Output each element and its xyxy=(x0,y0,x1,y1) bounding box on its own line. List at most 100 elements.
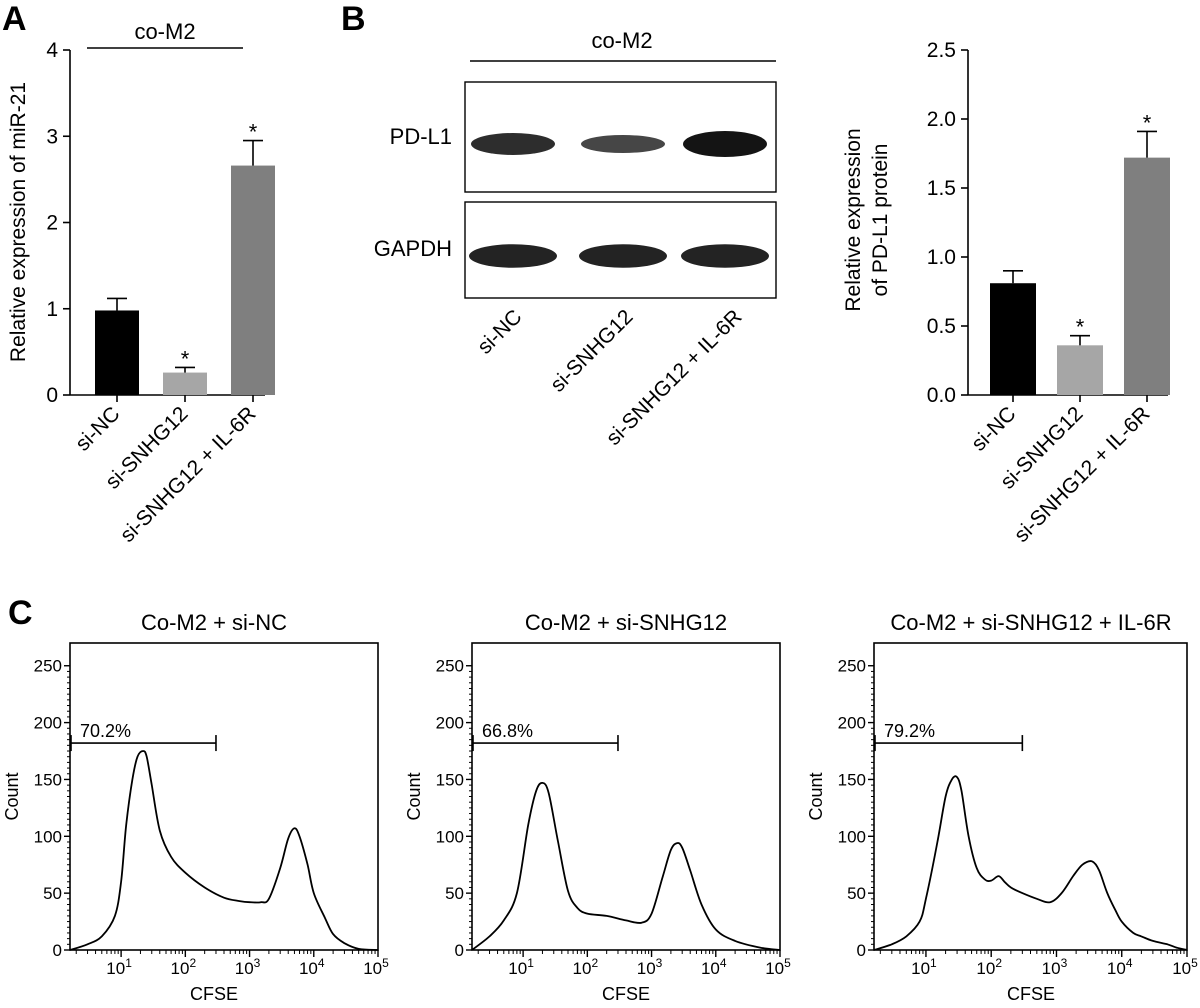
x-tick-label: 101 xyxy=(911,956,937,978)
histogram-title: Co-M2 + si-SNHG12 + IL-6R xyxy=(890,610,1171,635)
histogram-3: Co-M2 + si-SNHG12 + IL-6R 0 50 100 150 200 250… xyxy=(806,610,1198,1004)
x-axis-label: CFSE xyxy=(1007,984,1055,1004)
y-tick-label: 0 xyxy=(53,941,62,960)
lane-label-si-snhg12: si-SNHG12 xyxy=(546,305,637,396)
y-tick-label: 200 xyxy=(436,714,464,733)
band-pd-l1 xyxy=(471,133,555,155)
histogram-curve xyxy=(69,750,379,951)
significance-star: * xyxy=(181,346,190,371)
y-tick-label: 3 xyxy=(46,125,58,148)
blot-bands xyxy=(469,131,769,268)
x-tick-label: 104 xyxy=(701,956,727,978)
x-tick-label: 103 xyxy=(235,956,261,978)
y-tick-label: 1.5 xyxy=(927,177,956,200)
blot-label-pd-l1: PD-L1 xyxy=(390,124,452,149)
histogram-2: Co-M2 + si-SNHG12 0 50 100 150 200 250 Count 101… xyxy=(404,610,791,1004)
panel-a-letter: A xyxy=(2,0,27,38)
panel-c-letter: C xyxy=(8,594,33,632)
y-tick-label: 250 xyxy=(34,657,62,676)
panel-b-bars: ** xyxy=(990,110,1170,395)
panel-b-y-axis-label-line2: of PD-L1 protein xyxy=(869,144,892,297)
gate-percentage: 70.2% xyxy=(80,721,131,741)
y-tick-label: 1 xyxy=(46,298,58,321)
x-axis-label: CFSE xyxy=(190,984,238,1004)
y-tick-label: 1.0 xyxy=(927,246,956,269)
blot-label-gapdh: GAPDH xyxy=(374,236,452,261)
y-tick-label: 50 xyxy=(445,884,464,903)
y-tick-label: 100 xyxy=(34,827,62,846)
y-tick-label: 100 xyxy=(838,827,866,846)
significance-star: * xyxy=(1143,110,1152,135)
category-label-si-snhg12-il-6r: si-SNHG12 + IL-6R xyxy=(1010,402,1155,547)
panel-a-y-axis-label: Relative expression of miR-21 xyxy=(7,82,30,362)
x-tick-label: 102 xyxy=(171,956,197,978)
y-tick-label: 250 xyxy=(436,657,464,676)
plot-frame xyxy=(873,642,1188,951)
histogram-title: Co-M2 + si-NC xyxy=(141,610,287,635)
y-tick-label: 50 xyxy=(43,884,62,903)
y-tick-label: 50 xyxy=(847,884,866,903)
significance-star: * xyxy=(1076,315,1085,340)
panel-b-y-axis-label-line1: Relative expression xyxy=(842,128,865,311)
x-tick-label: 105 xyxy=(765,956,791,978)
band-gapdh xyxy=(579,244,667,268)
y-tick-label: 0 xyxy=(455,941,464,960)
bar-si-snhg12-il-6r xyxy=(231,165,275,395)
category-label-si-snhg12-il-6r: si-SNHG12 + IL-6R xyxy=(116,402,261,547)
panel-c-histograms: Co-M2 + si-NC 0 50 100 150 200 250 Count 101 102 1… xyxy=(2,610,1198,1004)
band-pd-l1 xyxy=(581,135,665,153)
category-label-si-nc: si-NC xyxy=(967,402,1020,455)
y-tick-label: 2 xyxy=(46,212,58,235)
panel-b-y-axis: 0.0 0.5 1.0 1.5 2.0 2.5 xyxy=(927,39,1168,407)
gate-percentage: 66.8% xyxy=(482,721,533,741)
panel-a-group-label: co-M2 xyxy=(134,19,195,44)
band-gapdh xyxy=(469,244,557,268)
gate-percentage: 79.2% xyxy=(884,721,935,741)
bar-si-snhg12-il-6r xyxy=(1124,157,1170,395)
histogram-curve xyxy=(471,781,781,951)
plot-frame xyxy=(471,642,781,951)
x-tick-label: 101 xyxy=(508,956,534,978)
y-tick-label: 150 xyxy=(34,770,62,789)
y-axis-label: Count xyxy=(2,772,22,820)
histogram-1: Co-M2 + si-NC 0 50 100 150 200 250 Count 101 102 1… xyxy=(2,610,389,1004)
y-tick-label: 200 xyxy=(838,714,866,733)
histogram-curve xyxy=(873,775,1188,951)
significance-star: * xyxy=(249,120,258,145)
y-tick-label: 2.0 xyxy=(927,108,956,131)
y-tick-label: 0 xyxy=(46,384,58,407)
x-axis-label: CFSE xyxy=(602,984,650,1004)
histogram-title: Co-M2 + si-SNHG12 xyxy=(525,610,727,635)
y-tick-label: 0.0 xyxy=(927,384,956,407)
x-tick-label: 105 xyxy=(1172,956,1198,978)
x-tick-label: 102 xyxy=(573,956,599,978)
plot-frame xyxy=(69,642,379,951)
y-tick-label: 0.5 xyxy=(927,315,956,338)
bar-si-nc xyxy=(95,310,139,395)
bar-si-nc xyxy=(990,283,1036,395)
y-axis-label: Count xyxy=(404,772,424,820)
x-tick-label: 101 xyxy=(106,956,132,978)
panel-a-bars: ** xyxy=(95,120,275,395)
y-tick-label: 0 xyxy=(857,941,866,960)
band-gapdh xyxy=(681,244,769,268)
x-tick-label: 103 xyxy=(637,956,663,978)
bar-si-snhg12 xyxy=(1057,345,1103,395)
panel-b: B co-M2 PD-L1 GAPDH si-NC si-SNHG12si-SNH… xyxy=(341,0,1170,547)
x-tick-label: 103 xyxy=(1042,956,1068,978)
x-tick-label: 105 xyxy=(363,956,389,978)
category-label-si-nc: si-NC xyxy=(71,402,124,455)
panel-a: A co-M2 Relative expression of miR-21 0 1… xyxy=(2,0,275,547)
panel-c: C Co-M2 + si-NC 0 50 100 150 200 250 Count 101 10… xyxy=(2,594,1198,1004)
y-tick-label: 2.5 xyxy=(927,39,956,62)
x-tick-label: 102 xyxy=(976,956,1002,978)
y-tick-label: 4 xyxy=(46,39,58,62)
y-tick-label: 100 xyxy=(436,827,464,846)
y-tick-label: 250 xyxy=(838,657,866,676)
y-axis-label: Count xyxy=(806,772,826,820)
y-tick-label: 150 xyxy=(838,770,866,789)
panel-b-group-label: co-M2 xyxy=(591,28,652,53)
